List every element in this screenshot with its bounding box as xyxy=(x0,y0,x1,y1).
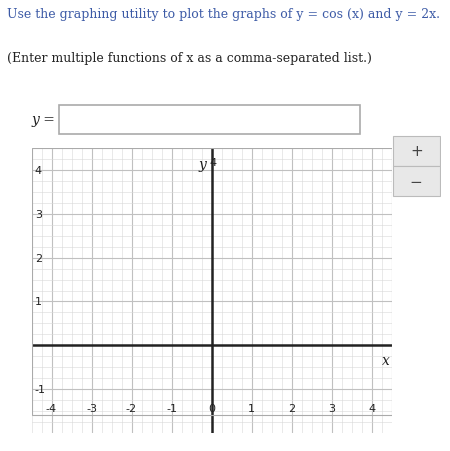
FancyBboxPatch shape xyxy=(393,137,440,166)
Text: 2: 2 xyxy=(35,253,42,263)
Text: −: − xyxy=(410,174,423,189)
Text: 4: 4 xyxy=(209,157,216,167)
Text: 4: 4 xyxy=(368,403,375,413)
Text: 1: 1 xyxy=(35,297,42,307)
Text: 3: 3 xyxy=(35,209,42,219)
Text: x: x xyxy=(382,354,389,368)
Text: -3: -3 xyxy=(86,403,97,413)
Text: 4: 4 xyxy=(35,166,42,176)
Text: Use the graphing utility to plot the graphs of y = cos (x) and y = 2x.: Use the graphing utility to plot the gra… xyxy=(7,8,440,21)
Text: -4: -4 xyxy=(46,403,57,413)
Text: +: + xyxy=(410,144,423,159)
Text: y =: y = xyxy=(32,113,55,126)
Text: 0: 0 xyxy=(208,403,215,413)
Text: -1: -1 xyxy=(35,384,46,394)
FancyBboxPatch shape xyxy=(393,167,440,197)
Text: (Enter multiple functions of x as a comma-separated list.): (Enter multiple functions of x as a comm… xyxy=(7,51,372,64)
FancyBboxPatch shape xyxy=(58,106,360,135)
Text: -2: -2 xyxy=(126,403,137,413)
Text: -1: -1 xyxy=(166,403,177,413)
Text: y: y xyxy=(199,157,207,171)
Text: 1: 1 xyxy=(248,403,255,413)
Text: 2: 2 xyxy=(288,403,295,413)
Text: 3: 3 xyxy=(328,403,335,413)
